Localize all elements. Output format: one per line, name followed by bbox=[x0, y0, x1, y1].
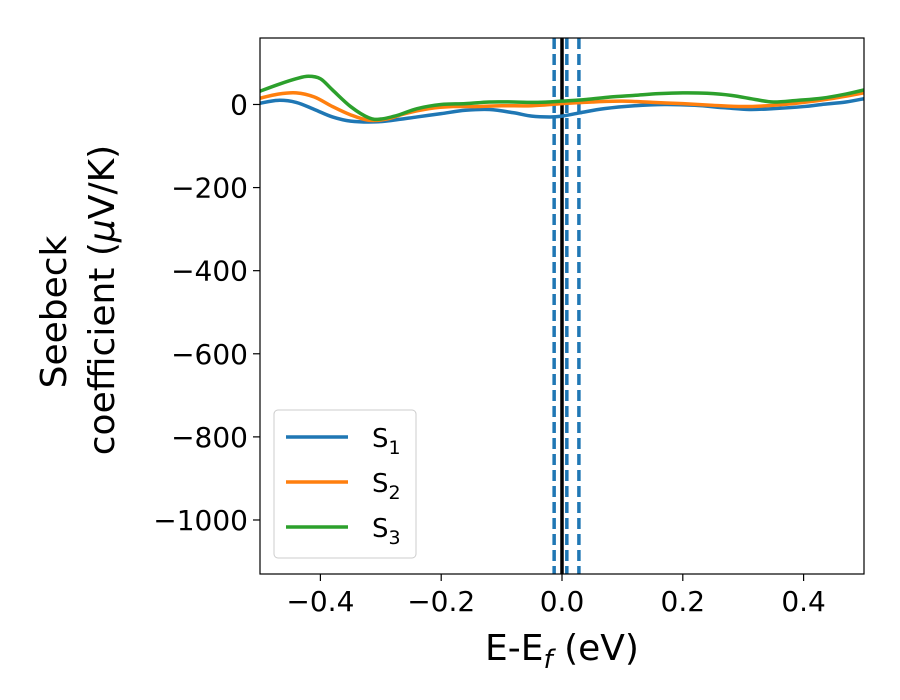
y-axis-ticks: 0 −200 −400 −600 −800 −1000 bbox=[153, 88, 260, 537]
y-axis-label-unit: V/K) bbox=[82, 145, 123, 219]
y-tick-label: −400 bbox=[171, 255, 248, 288]
legend: S1 S2 S3 bbox=[273, 409, 417, 559]
legend-label-s1: S1 bbox=[372, 424, 401, 459]
x-tick-label: 0.0 bbox=[540, 585, 585, 618]
series-line-s3 bbox=[260, 74, 864, 122]
y-axis-label-line1: Seebeck bbox=[34, 235, 75, 388]
legend-frame bbox=[273, 409, 417, 559]
y-axis-label-line2: coefficient (μV/K) bbox=[82, 145, 123, 455]
y-tick-label: 0 bbox=[230, 88, 248, 121]
y-tick-label: −200 bbox=[171, 172, 248, 205]
y-axis-label-mu: μ bbox=[82, 219, 123, 243]
x-tick-label: 0.4 bbox=[781, 585, 826, 618]
series-line-s2 bbox=[260, 90, 864, 123]
x-tick-label: −0.2 bbox=[407, 585, 475, 618]
legend-label-s2: S2 bbox=[372, 469, 401, 504]
y-tick-label: −1000 bbox=[153, 504, 248, 537]
y-tick-label: −600 bbox=[171, 338, 248, 371]
x-axis-label-unit: (eV) bbox=[553, 628, 639, 669]
y-tick-label: −800 bbox=[171, 421, 248, 454]
x-axis-label: E-Ef (eV) bbox=[485, 628, 639, 675]
vertical-lines bbox=[552, 38, 581, 574]
x-tick-label: 0.2 bbox=[661, 585, 706, 618]
x-axis-ticks: −0.4 −0.2 0.0 0.2 0.4 bbox=[286, 574, 826, 618]
series-layer bbox=[260, 74, 864, 124]
legend-label-s3: S3 bbox=[372, 514, 401, 549]
x-tick-label: −0.4 bbox=[286, 585, 354, 618]
series-line-s1 bbox=[260, 96, 864, 124]
